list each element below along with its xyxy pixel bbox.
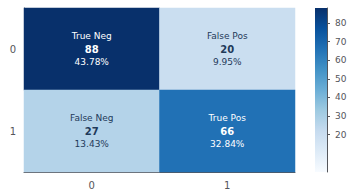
svg-text:0: 0 bbox=[10, 44, 16, 55]
svg-text:43.78%: 43.78% bbox=[75, 57, 110, 67]
svg-text:66: 66 bbox=[220, 126, 234, 137]
svg-text:True Neg: True Neg bbox=[71, 31, 112, 41]
svg-text:False Neg: False Neg bbox=[70, 113, 113, 123]
svg-text:80: 80 bbox=[335, 18, 347, 28]
svg-text:30: 30 bbox=[335, 111, 347, 121]
svg-text:13.43%: 13.43% bbox=[75, 139, 110, 149]
svg-text:True Pos: True Pos bbox=[208, 113, 247, 123]
svg-text:1: 1 bbox=[224, 180, 230, 191]
svg-text:1: 1 bbox=[10, 126, 16, 137]
svg-text:False Pos: False Pos bbox=[207, 31, 248, 41]
svg-text:40: 40 bbox=[335, 92, 347, 102]
svg-text:50: 50 bbox=[335, 74, 347, 84]
svg-text:0: 0 bbox=[89, 180, 95, 191]
svg-text:20: 20 bbox=[335, 130, 347, 140]
svg-text:88: 88 bbox=[85, 44, 99, 55]
svg-text:60: 60 bbox=[335, 55, 347, 65]
svg-text:20: 20 bbox=[220, 44, 234, 55]
svg-text:32.84%: 32.84% bbox=[210, 139, 245, 149]
svg-text:27: 27 bbox=[85, 126, 99, 137]
svg-text:9.95%: 9.95% bbox=[213, 57, 242, 67]
svg-text:70: 70 bbox=[335, 37, 347, 47]
